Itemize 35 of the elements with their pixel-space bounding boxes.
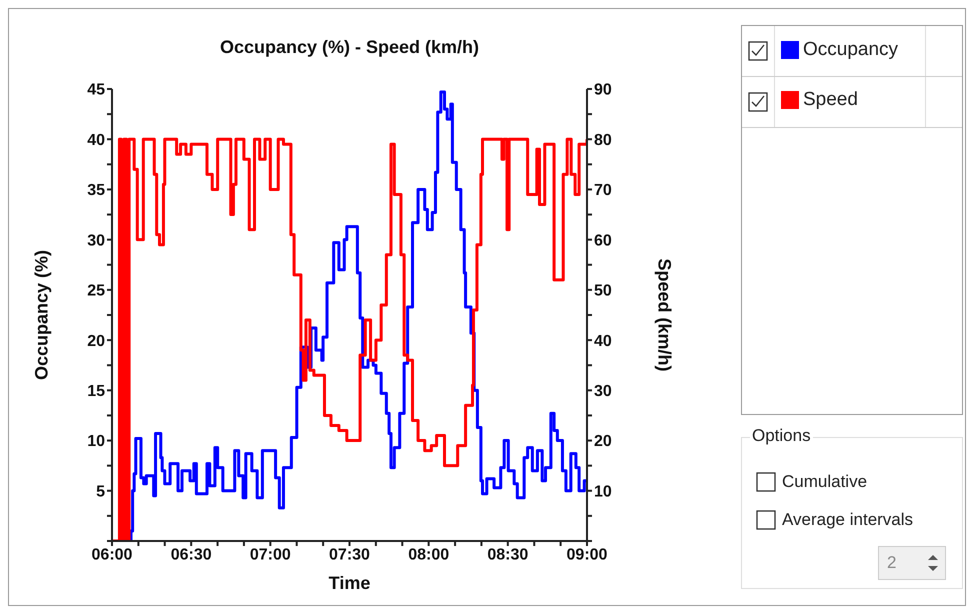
text: 2 [886, 553, 898, 573]
text: Options [750, 426, 813, 446]
y2-tick-label: 70 [594, 182, 612, 200]
y2-tick-label: 40 [594, 332, 612, 350]
y-tick-label: 5 [96, 483, 106, 500]
y-tick-label: 15 [87, 383, 106, 400]
y-tick-label: 35 [87, 182, 106, 200]
y-tick-label: 25 [87, 282, 106, 300]
x-tick-label: 06:00 [92, 546, 133, 564]
legend-label: Occupancy [803, 39, 898, 60]
y2-tick-label: 30 [594, 383, 612, 400]
y-tick-label: 30 [87, 232, 106, 250]
chart-title: Occupancy (%) - Speed (km/h) [218, 37, 480, 58]
text: Average intervals [782, 510, 914, 530]
y2-tick-label: 60 [594, 232, 612, 250]
x-tick-label: 07:00 [250, 546, 291, 564]
y-tick-label: 40 [87, 132, 106, 149]
y2-tick-label: 10 [594, 483, 612, 500]
y-axis-title: Occupancy (%) [31, 250, 52, 380]
x-tick-label: 08:00 [408, 546, 450, 564]
x-tick-label: 06:30 [170, 546, 212, 564]
x-tick-label: 09:00 [566, 546, 608, 564]
y-tick-label: 45 [87, 82, 106, 99]
y2-axis-title: Speed (km/h) [654, 258, 675, 372]
text: Cumulative [782, 472, 868, 492]
x-tick-label: 07:30 [329, 546, 370, 564]
x-axis-title: Time [328, 573, 370, 593]
y2-tick-label: 90 [594, 82, 612, 99]
y2-tick-label: 20 [594, 433, 612, 450]
y-tick-label: 20 [87, 332, 106, 350]
legend-label: Speed [803, 89, 858, 110]
y-tick-label: 10 [87, 433, 106, 450]
y2-tick-label: 80 [594, 132, 612, 149]
x-tick-label: 08:30 [487, 546, 528, 564]
y2-tick-label: 50 [594, 282, 612, 300]
